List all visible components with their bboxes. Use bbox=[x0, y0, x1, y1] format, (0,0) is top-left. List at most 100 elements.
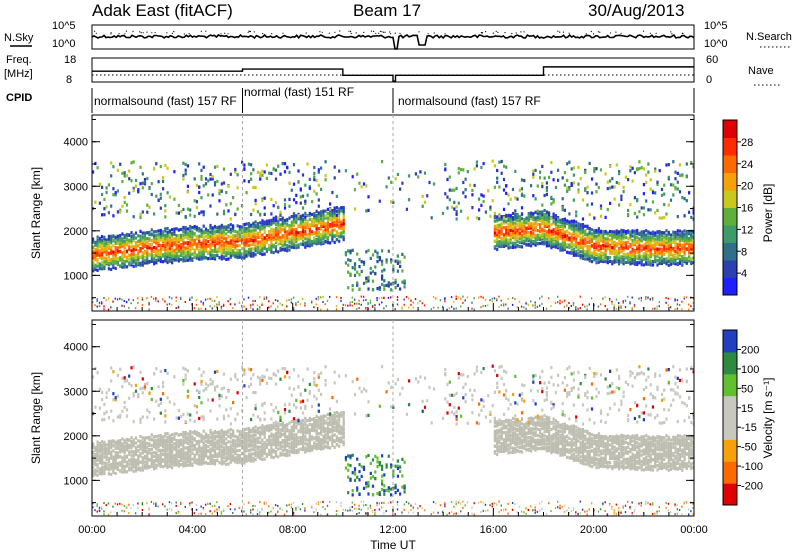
power-cell bbox=[390, 288, 392, 291]
velocity-cell bbox=[97, 474, 99, 477]
power-cell bbox=[198, 308, 199, 310]
power-cell bbox=[507, 214, 509, 217]
power-cell bbox=[395, 308, 396, 310]
velocity-cell bbox=[185, 431, 187, 434]
power-cell bbox=[275, 169, 277, 172]
power-cell bbox=[564, 230, 566, 233]
power-cell bbox=[139, 230, 141, 233]
power-cell bbox=[137, 240, 139, 243]
power-cell bbox=[227, 257, 229, 260]
power-cell bbox=[200, 258, 202, 261]
power-cell bbox=[176, 234, 178, 237]
power-cell bbox=[158, 239, 160, 242]
noise-search-dot bbox=[559, 31, 560, 32]
velocity-cell bbox=[112, 398, 114, 401]
power-cell bbox=[388, 297, 389, 299]
power-cell bbox=[562, 236, 564, 239]
power-cell bbox=[629, 233, 631, 236]
power-cell bbox=[121, 299, 122, 301]
power-cell bbox=[609, 244, 611, 247]
power-cell bbox=[591, 191, 593, 194]
noise-search-dot bbox=[339, 30, 340, 31]
power-cell bbox=[496, 248, 498, 251]
power-cell bbox=[591, 252, 593, 255]
velocity-cell bbox=[146, 409, 148, 412]
power-cell bbox=[507, 223, 509, 226]
power-cell bbox=[291, 236, 293, 239]
power-cell bbox=[600, 234, 602, 237]
velocity-cell bbox=[187, 446, 189, 449]
power-cell bbox=[668, 231, 670, 234]
power-cell bbox=[110, 205, 112, 208]
power-cell bbox=[273, 228, 275, 231]
power-cell bbox=[656, 241, 658, 244]
power-cell bbox=[318, 219, 320, 222]
power-cell bbox=[643, 167, 645, 170]
power-cell bbox=[431, 216, 433, 219]
power-cell bbox=[239, 249, 241, 252]
power-cell bbox=[632, 297, 633, 299]
power-cell bbox=[650, 188, 652, 191]
velocity-cell bbox=[144, 437, 146, 440]
velocity-cell bbox=[164, 420, 166, 423]
power-cell bbox=[325, 228, 327, 231]
power-cell bbox=[148, 302, 149, 304]
power-cell bbox=[178, 255, 180, 258]
power-cell bbox=[609, 256, 611, 259]
power-cell bbox=[510, 214, 512, 217]
power-cell bbox=[338, 224, 340, 227]
velocity-cell bbox=[112, 506, 113, 508]
velocity-cell bbox=[158, 385, 160, 388]
velocity-cell bbox=[133, 450, 135, 453]
power-cell bbox=[584, 237, 586, 240]
frequency-panel: Freq. [MHz] 18 8 60 0 Nave bbox=[4, 54, 782, 86]
power-cell bbox=[295, 214, 297, 217]
power-cell bbox=[379, 256, 381, 259]
power-cell bbox=[261, 247, 263, 250]
power-cell bbox=[322, 241, 324, 244]
power-cell bbox=[304, 215, 306, 218]
power-cell bbox=[277, 226, 279, 229]
power-cell bbox=[361, 296, 362, 298]
noise-search-dot bbox=[375, 33, 376, 34]
power-cell bbox=[365, 299, 366, 301]
power-cell bbox=[354, 268, 356, 271]
velocity-cell bbox=[101, 449, 103, 452]
power-cell bbox=[465, 299, 466, 301]
power-cell bbox=[577, 234, 579, 237]
power-cell bbox=[496, 298, 497, 300]
power-cell bbox=[232, 196, 234, 199]
velocity-cell bbox=[144, 461, 146, 464]
velocity-cell bbox=[171, 466, 173, 469]
power-cell bbox=[108, 298, 109, 300]
power-cell bbox=[325, 215, 327, 218]
noise-search-dot bbox=[418, 31, 419, 32]
velocity-cell bbox=[94, 509, 95, 511]
power-cell bbox=[512, 217, 514, 220]
velocity-cell bbox=[180, 448, 182, 451]
power-cell bbox=[99, 183, 101, 186]
power-cell bbox=[634, 305, 635, 307]
power-cell bbox=[252, 252, 254, 255]
power-cell bbox=[225, 258, 227, 261]
power-cell bbox=[559, 235, 561, 238]
power-cell bbox=[214, 166, 216, 169]
power-cell bbox=[130, 245, 132, 248]
power-cell bbox=[433, 182, 435, 185]
power-cell bbox=[562, 221, 564, 224]
power-cell bbox=[553, 228, 555, 231]
noise-search-dot bbox=[682, 33, 683, 34]
noise-search-dot bbox=[173, 31, 174, 32]
power-cell bbox=[214, 254, 216, 257]
power-cell bbox=[514, 231, 516, 234]
power-cell bbox=[650, 178, 652, 181]
power-cell bbox=[191, 257, 193, 260]
power-cell bbox=[688, 259, 690, 262]
power-cell bbox=[386, 284, 388, 287]
power-cell bbox=[167, 261, 169, 264]
noise-search-dot bbox=[586, 33, 587, 34]
power-cell bbox=[656, 248, 658, 251]
velocity-cell bbox=[189, 430, 191, 433]
power-cell bbox=[194, 199, 196, 202]
velocity-cell bbox=[99, 407, 101, 410]
